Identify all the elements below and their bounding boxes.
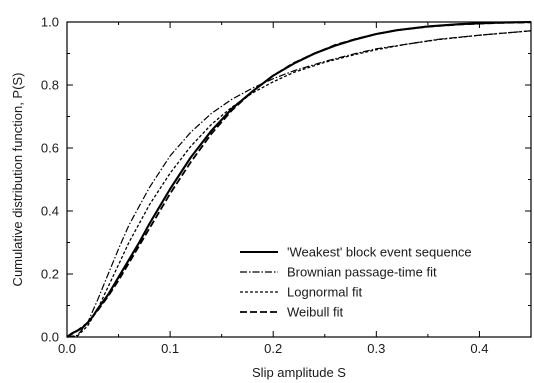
x-tick-label: 0.1 <box>161 341 179 356</box>
y-tick-label: 0.8 <box>41 78 59 93</box>
y-tick-label: 0.6 <box>41 141 59 156</box>
axis-tick-labels: 0.0 0.1 0.2 0.3 0.4 0.0 0.2 0.4 0.6 0.8 1.0 <box>41 15 489 357</box>
legend-label: Brownian passage-time fit <box>287 265 437 280</box>
y-tick-label: 0.0 <box>41 330 59 345</box>
x-tick-label: 0.3 <box>367 341 385 356</box>
legend-label: 'Weakest' block event sequence <box>287 245 472 260</box>
y-tick-label: 1.0 <box>41 15 59 30</box>
x-tick-label: 0.4 <box>470 341 488 356</box>
legend: 'Weakest' block event sequence Brownian p… <box>240 245 472 320</box>
legend-label: Weibull fit <box>287 305 344 320</box>
legend-label: Lognormal fit <box>287 285 363 300</box>
series-line-4 <box>66 21 532 338</box>
x-tick-label: 0.0 <box>58 341 76 356</box>
y-tick-label: 0.2 <box>41 267 59 282</box>
series-lines <box>66 20 532 338</box>
axis-ticks <box>66 21 532 338</box>
y-axis-label: Cumulative distribution function, P(S) <box>10 73 25 287</box>
x-tick-label: 0.2 <box>264 341 282 356</box>
y-tick-label: 0.4 <box>41 204 59 219</box>
series-line-3 <box>66 30 532 338</box>
x-axis-label: Slip amplitude S <box>252 365 346 380</box>
